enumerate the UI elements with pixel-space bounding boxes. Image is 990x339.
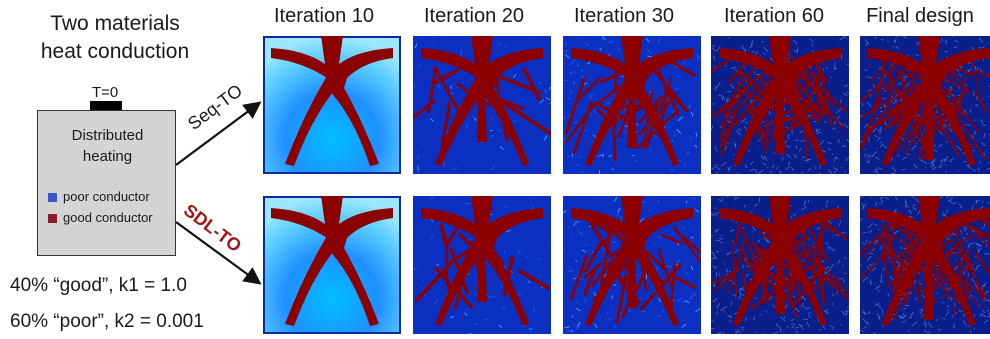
col-header-4: Iteration 60	[723, 5, 825, 27]
design-panel-r1-c4	[711, 36, 849, 174]
design-panel-r1-c1	[263, 36, 401, 174]
design-panel-r1-c5	[860, 36, 990, 174]
legend-label-good: good conductor	[63, 210, 153, 225]
stat-poor: 60% “poor”, k2 = 0.001	[10, 311, 204, 332]
title-line-1: Two materials	[50, 12, 180, 35]
design-panel-r2-c1	[263, 196, 401, 334]
legend-label-poor: poor conductor	[63, 189, 150, 204]
col-header-1: Iteration 10	[273, 5, 375, 27]
design-domain-box: Distributed heating poor conductor good …	[37, 110, 176, 256]
col-header-3: Iteration 30	[573, 5, 675, 27]
design-panel-r2-c4	[711, 196, 849, 334]
heat-sink	[90, 101, 122, 110]
col-header-5: Final design	[866, 5, 974, 27]
design-panel-r2-c3	[563, 196, 701, 334]
col-header-2: Iteration 20	[423, 5, 525, 27]
sdl-to-arrow	[175, 221, 262, 285]
seq-to-arrow	[175, 101, 262, 166]
method-arrows	[175, 101, 262, 285]
design-panel-r1-c2	[413, 36, 551, 174]
design-panel-r2-c5	[860, 196, 990, 334]
legend-swatch-good	[48, 214, 57, 223]
stat-good: 40% “good”, k1 = 1.0	[10, 275, 187, 296]
legend-swatch-poor	[48, 193, 57, 202]
design-panel-r1-c3	[563, 36, 701, 174]
sink-label: T=0	[92, 84, 119, 101]
design-panel-r2-c2	[413, 196, 551, 334]
title-line-2: heat conduction	[40, 40, 190, 63]
box-label-line-2: heating	[82, 148, 133, 165]
box-label-line-1: Distributed	[71, 127, 144, 144]
